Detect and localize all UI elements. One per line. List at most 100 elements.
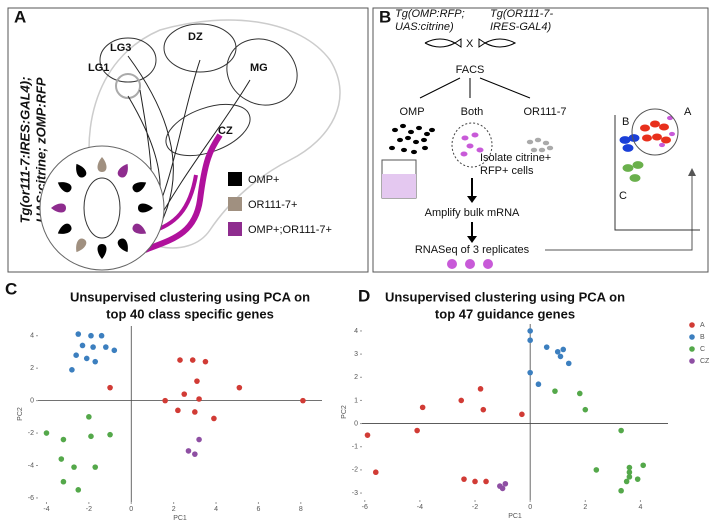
cell [413,139,419,145]
point [75,331,82,337]
x-tick-label: -2 [86,506,92,513]
point [194,378,200,384]
point [83,355,90,362]
cell [401,147,407,153]
legend-swatch [689,322,695,328]
x-tick-label: -4 [43,506,49,513]
point [98,332,105,339]
neuron [117,238,128,253]
x-tick-label: -4 [417,504,423,511]
group-label: OMP [399,106,424,118]
point [364,432,371,438]
panel-label: D [358,286,370,305]
legend-label: OMP+ [248,174,279,186]
genotype: Tg(or111-7:IRES:GAL4); [17,77,32,224]
y-tick-label: -6 [28,495,34,502]
point [60,478,67,485]
y-tick-label: 3 [354,351,358,358]
point [211,415,217,422]
cell [542,140,550,146]
panel-label: A [14,7,26,26]
cross: X [466,38,474,50]
axon [143,133,223,253]
chart-title: Unsupervised clustering using PCA on [70,289,310,304]
neuron [117,163,128,178]
y-tick-label: 2 [30,365,34,372]
x-tick-label: 0 [129,506,133,513]
genotype: UAS:citrine) [395,21,454,33]
point [175,407,181,414]
y-tick-label: -2 [28,430,34,437]
panel-label: B [379,7,391,26]
x-tick-label: 4 [638,504,642,511]
cell [629,174,641,182]
point [618,427,624,434]
panel-label: C [5,279,17,298]
cell [400,123,406,129]
step-label: FACS [456,64,485,76]
panel-frame [372,7,709,273]
x-tick-label: -2 [472,504,478,511]
region-label: LG3 [110,42,131,54]
tube-content [382,174,416,198]
point [162,397,168,404]
step-label: RFP+ cells [480,165,534,177]
point [189,357,196,363]
point [499,485,506,492]
point [111,347,118,354]
point [640,462,646,469]
step-label: Amplify bulk mRNA [425,207,520,219]
region-label: LG1 [88,62,109,74]
point [58,456,65,462]
panel-b: B Tg(OMP:RFP; UAS:citrine) Tg(OR111-7- I… [372,7,709,273]
neuron [51,203,66,213]
point [88,433,94,440]
legend-swatch [228,172,242,186]
x-tick-label: 2 [583,504,587,511]
glomerulus [226,38,298,106]
x-axis-label: PC1 [508,513,522,520]
legend-swatch [228,222,242,236]
point [472,478,478,485]
legend-label: A [700,322,705,329]
region-label: DZ [188,31,203,43]
point [71,464,77,470]
cluster-circle [631,108,679,156]
neuron [97,157,107,172]
cell [476,147,484,153]
point [527,337,533,344]
cell [461,135,469,141]
y-axis-label: PC2 [341,405,348,419]
point [519,411,525,418]
point [543,344,550,350]
point [92,464,99,470]
point [372,469,379,476]
cell [640,124,650,132]
y-tick-label: 4 [354,328,358,335]
point [483,478,489,485]
cell [546,145,554,151]
point [86,414,92,420]
cell [429,127,435,133]
step-label: Isolate citrine+ [480,152,551,164]
point [79,342,86,349]
axes [614,115,700,231]
cell [397,137,403,143]
point [196,396,202,402]
point [192,451,198,457]
neuron [76,238,87,253]
dotted-circle [451,122,493,168]
cell [622,144,634,152]
point [419,404,426,411]
point [60,436,67,443]
cell [642,134,652,142]
point [177,357,183,363]
glomerulus [165,103,251,157]
neuron [57,223,72,234]
cell [661,136,671,144]
point [75,487,82,493]
neuron [76,163,87,178]
chart-title: top 40 class specific genes [106,306,274,321]
cell [534,137,542,143]
